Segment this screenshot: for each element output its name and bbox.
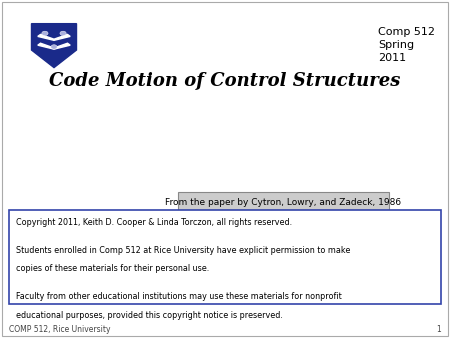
- Text: educational purposes, provided this copyright notice is preserved.: educational purposes, provided this copy…: [16, 311, 283, 320]
- Ellipse shape: [51, 45, 57, 49]
- FancyBboxPatch shape: [2, 2, 448, 336]
- Text: Code Motion of Control Structures: Code Motion of Control Structures: [50, 72, 400, 90]
- Text: Faculty from other educational institutions may use these materials for nonprofi: Faculty from other educational instituti…: [16, 292, 342, 301]
- Text: Comp 512
Spring
2011: Comp 512 Spring 2011: [378, 27, 435, 64]
- Text: COMP 512, Rice University: COMP 512, Rice University: [9, 325, 111, 334]
- Polygon shape: [38, 43, 70, 49]
- Text: 1: 1: [436, 325, 441, 334]
- Polygon shape: [32, 24, 76, 68]
- Polygon shape: [38, 34, 70, 40]
- Text: Copyright 2011, Keith D. Cooper & Linda Torczon, all rights reserved.: Copyright 2011, Keith D. Cooper & Linda …: [16, 218, 292, 227]
- Text: copies of these materials for their personal use.: copies of these materials for their pers…: [16, 265, 209, 273]
- FancyBboxPatch shape: [9, 210, 441, 304]
- Text: Students enrolled in Comp 512 at Rice University have explicit permission to mak: Students enrolled in Comp 512 at Rice Un…: [16, 246, 350, 255]
- Ellipse shape: [60, 31, 66, 35]
- FancyBboxPatch shape: [178, 192, 389, 214]
- Ellipse shape: [42, 31, 48, 35]
- Text: From the paper by Cytron, Lowry, and Zadeck, 1986: From the paper by Cytron, Lowry, and Zad…: [166, 198, 401, 207]
